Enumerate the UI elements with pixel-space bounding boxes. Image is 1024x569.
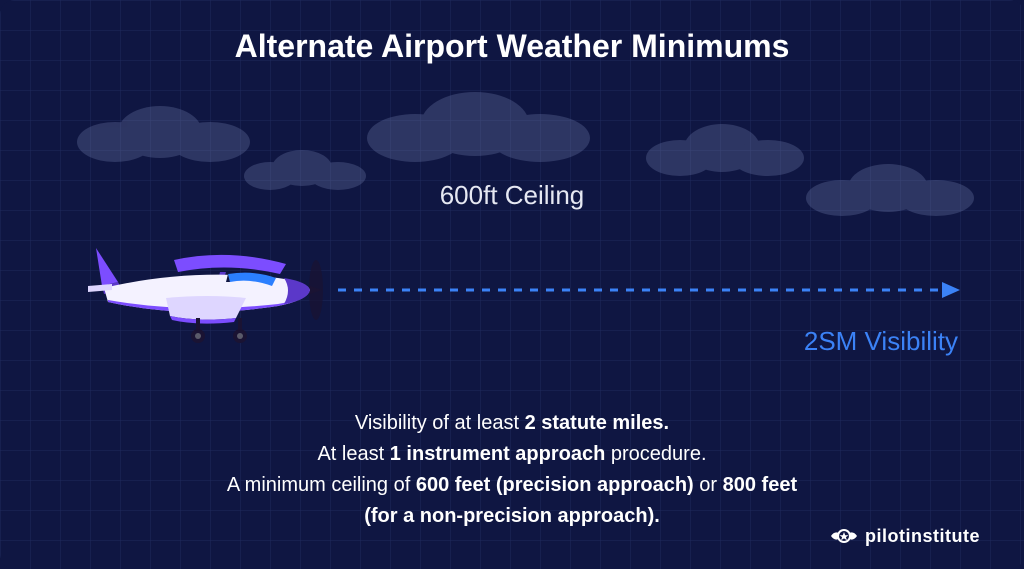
body-text-bold: 1 instrument approach — [390, 443, 606, 465]
body-text-span: At least — [317, 443, 389, 465]
body-text-bold: (for a non-precision approach). — [364, 505, 660, 527]
body-text-bold: 800 feet — [723, 474, 798, 496]
visibility-label: 2SM Visibility — [804, 326, 958, 357]
body-text-span: procedure. — [605, 443, 706, 465]
infographic-canvas: Alternate Airport Weather Minimums 600ft… — [0, 0, 1024, 569]
body-text-span: Visibility of at least — [355, 412, 525, 434]
body-text-span: A minimum ceiling of — [227, 474, 416, 496]
body-line-1: Visibility of at least 2 statute miles. — [60, 408, 964, 439]
brand-logo: pilotinstitute — [829, 525, 980, 547]
body-line-3: A minimum ceiling of 600 feet (precision… — [60, 470, 964, 501]
body-text-bold: 600 feet (precision approach) — [416, 474, 694, 496]
body-text-span: or — [694, 474, 723, 496]
body-text-bold: 2 statute miles. — [525, 412, 670, 434]
wings-badge-icon — [829, 525, 859, 547]
body-line-2: At least 1 instrument approach procedure… — [60, 439, 964, 470]
brand-name: pilotinstitute — [865, 526, 980, 547]
body-text: Visibility of at least 2 statute miles. … — [60, 408, 964, 532]
